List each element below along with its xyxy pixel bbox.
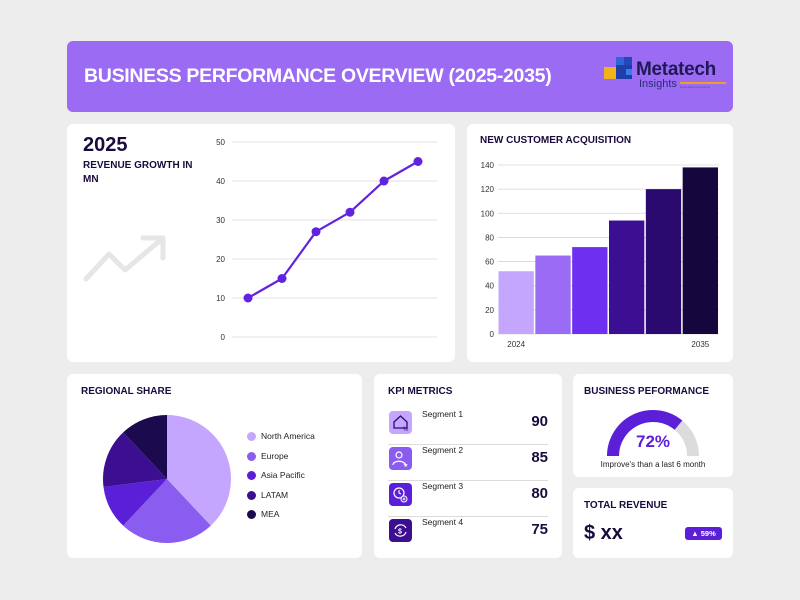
pie-slice — [103, 432, 167, 488]
kpi-label: Segment 4 — [422, 517, 464, 527]
regional-title: REGIONAL SHARE — [81, 386, 172, 397]
total-title: TOTAL REVENUE — [584, 500, 668, 511]
y-tick-label: 40 — [485, 282, 494, 291]
kpi-label: Segment 3 — [422, 481, 464, 491]
regional-share-card: REGIONAL SHARE North America Europe Asia… — [67, 374, 362, 558]
regional-pie-chart — [103, 415, 231, 543]
kpi-value: 75 — [531, 521, 548, 538]
kpi-row: % Segment 1 90 — [388, 409, 548, 445]
y-tick-label: 50 — [216, 138, 225, 147]
customer-title: NEW CUSTOMER ACQUISITION — [480, 135, 632, 146]
legend-swatch — [247, 451, 256, 461]
x-tick-label: 2024 — [507, 340, 525, 349]
y-tick-label: 120 — [481, 185, 495, 194]
legend-label: LATAM — [261, 489, 289, 500]
kpi-label: Segment 2 — [422, 445, 464, 455]
page-title: BUSINESS PERFORMANCE OVERVIEW (2025-2035… — [84, 65, 552, 87]
logo-underline — [680, 82, 726, 84]
y-tick-label: 60 — [485, 258, 494, 267]
divider — [388, 444, 548, 445]
house-percent-icon: % — [389, 411, 412, 434]
data-point — [413, 157, 423, 166]
legend-swatch — [247, 510, 256, 519]
x-tick-label: 2035 — [691, 340, 709, 349]
pie-slice — [103, 479, 167, 526]
svg-text:★: ★ — [403, 462, 408, 469]
pie-slice — [167, 415, 231, 526]
y-tick-label: 100 — [481, 209, 495, 218]
data-point — [277, 274, 287, 283]
kpi-row: Segment 3 80 — [388, 481, 548, 517]
total-revenue-card: TOTAL REVENUE $ xx ▲ 59% — [573, 488, 733, 558]
kpi-row: $ Segment 4 75 — [388, 517, 548, 553]
svg-text:$: $ — [398, 529, 402, 536]
data-point — [345, 207, 355, 217]
performance-note: Improve's than a last 6 month — [600, 460, 706, 469]
data-point — [243, 293, 253, 303]
growth-badge: ▲ 59% — [685, 527, 722, 540]
bar — [535, 255, 571, 334]
pie-slice — [123, 479, 211, 543]
bar — [645, 189, 682, 334]
bar — [572, 247, 608, 334]
revenue-line-chart: 0 10 20 30 40 50 — [216, 138, 437, 342]
logo-cubes-icon — [604, 57, 632, 79]
divider — [388, 516, 548, 517]
y-tick-label: 40 — [216, 177, 225, 186]
svg-text:%: % — [403, 427, 409, 433]
data-point — [379, 176, 389, 186]
revenue-growth-card: 2025 REVENUE GROWTH IN MN 0 10 20 30 40 50 — [67, 124, 455, 362]
pie-slice — [123, 415, 167, 479]
bar — [682, 167, 718, 334]
y-tick-label: 30 — [216, 216, 225, 225]
performance-gauge — [607, 410, 699, 457]
kpi-value: 80 — [531, 485, 548, 502]
y-tick-label: 140 — [481, 161, 495, 170]
kpi-title: KPI METRICS — [388, 386, 453, 397]
y-tick-label: 0 — [490, 330, 495, 339]
performance-title: BUSINESS PEFORMANCE — [584, 386, 710, 397]
customer-bar-chart: 0 20 40 60 80 100 120 140 2024 2035 — [481, 161, 719, 349]
customer-acquisition-card: NEW CUSTOMER ACQUISITION 0 20 40 60 80 100 120… — [467, 124, 733, 362]
revenue-year: 2025 — [83, 134, 128, 156]
kpi-metrics-card: KPI METRICS % Segment 1 90 ★ Segment 2 8… — [374, 374, 562, 558]
kpi-value: 85 — [531, 449, 548, 466]
header-banner: BUSINESS PERFORMANCE OVERVIEW (2025-2035… — [67, 41, 733, 112]
cycle-dollar-icon: $ — [389, 519, 412, 542]
divider — [388, 480, 548, 481]
revenue-line — [247, 160, 419, 299]
y-tick-label: 10 — [216, 294, 225, 303]
bar — [498, 271, 534, 334]
logo-tagline: Empowering decisions — [680, 85, 711, 89]
bar — [609, 220, 645, 334]
performance-percent: 72% — [635, 432, 671, 451]
total-value: $ xx — [584, 522, 623, 544]
kpi-label: Segment 1 — [422, 409, 464, 419]
trend-arrow-icon — [83, 235, 166, 282]
user-star-icon: ★ — [389, 447, 412, 470]
logo-name: Metatech — [636, 59, 716, 80]
y-tick-label: 80 — [485, 233, 494, 242]
kpi-row: ★ Segment 2 85 — [388, 445, 548, 481]
clock-plus-icon — [389, 483, 412, 506]
gauge-fill — [607, 410, 683, 457]
legend-label: North America — [261, 431, 315, 441]
y-tick-label: 20 — [216, 255, 225, 264]
legend-swatch — [247, 490, 256, 500]
y-tick-label: 0 — [221, 333, 226, 342]
revenue-label: REVENUE GROWTH IN MN — [83, 160, 193, 185]
legend-label: Asia Pacific — [261, 470, 305, 480]
data-point — [311, 227, 321, 237]
company-logo: Metatech Insights Empowering decisions — [604, 55, 730, 99]
legend-swatch — [247, 432, 256, 441]
legend-label: Europe — [261, 450, 289, 461]
business-performance-card: BUSINESS PEFORMANCE 72% Improve's than a… — [573, 374, 733, 477]
legend-label: MEA — [261, 509, 280, 519]
y-tick-label: 20 — [485, 306, 494, 315]
logo-subtitle: Insights — [639, 78, 677, 90]
legend-swatch — [247, 471, 256, 480]
kpi-value: 90 — [531, 413, 548, 430]
